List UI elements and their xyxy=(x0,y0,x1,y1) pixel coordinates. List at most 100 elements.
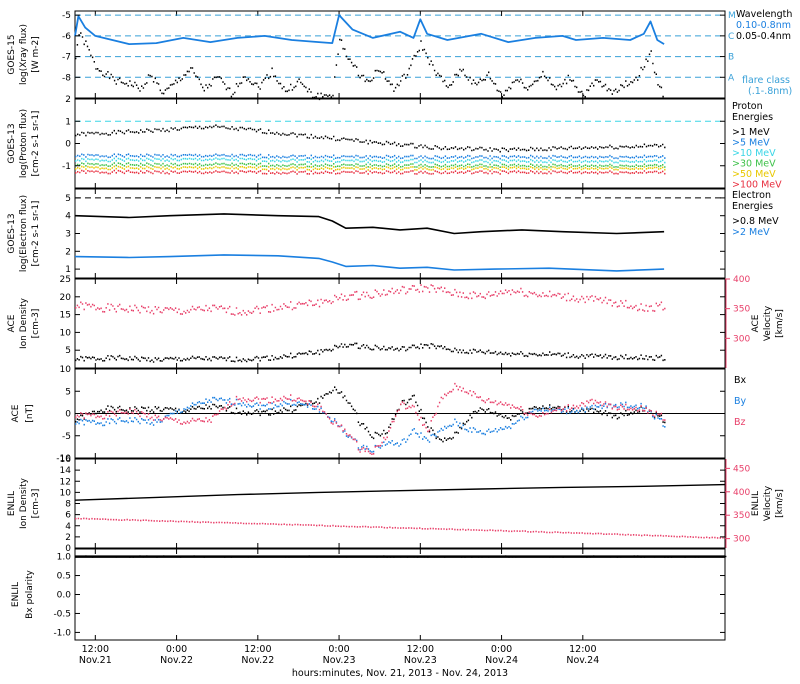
y-tick-label: 16 xyxy=(60,455,72,465)
y-axis-label: Ion Density xyxy=(19,297,29,349)
enlil-velocity-series xyxy=(75,517,724,539)
y2-tick-label: 400 xyxy=(733,488,750,498)
y-tick-label: 2 xyxy=(65,95,71,105)
x-axis-label: hours:minutes, Nov. 21, 2013 - Nov. 24, … xyxy=(292,668,508,679)
legend-entry: >10 MeV xyxy=(732,148,776,159)
y-axis-label: [cm-3] xyxy=(31,489,41,519)
y-tick-label: 3 xyxy=(65,230,71,240)
panel-ace-mag: Bx By Bz xyxy=(75,375,747,455)
y2-tick-label: 300 xyxy=(733,334,750,344)
y-tick-label: 8 xyxy=(65,500,71,510)
y-tick-label: -5 xyxy=(62,432,71,442)
ace-velocity-series xyxy=(75,284,666,316)
x-tick-date: Nov.24 xyxy=(566,655,599,666)
y-tick-label: 5 xyxy=(65,387,71,397)
y2-tick-label: 400 xyxy=(733,275,750,285)
y-axis-label: GOES-13 xyxy=(7,213,17,253)
y-tick-label: 4 xyxy=(65,522,71,532)
panel-frame xyxy=(74,98,726,189)
x-tick-date: Nov.21 xyxy=(79,655,112,666)
legend-entry: >2 MeV xyxy=(732,227,770,238)
y-axis-label: [cm-2 s-1 sr-1] xyxy=(31,201,41,267)
xray-series-0.05-0.4nm xyxy=(75,32,666,101)
enlil-density-series xyxy=(74,483,726,501)
y-tick-label: 5 xyxy=(65,346,71,356)
y-tick-label: 0.0 xyxy=(57,591,72,601)
y-axis-label: [W m-2] xyxy=(31,36,41,73)
y-axis-label: [nT] xyxy=(25,404,35,422)
x-tick-date: Nov.22 xyxy=(241,655,274,666)
panel-ace-plasma: 300 350 400 ACE Velocity [km/s] xyxy=(75,275,785,368)
y2-tick-label: 450 xyxy=(733,464,750,474)
y-tick-label: -7 xyxy=(62,53,71,63)
legend-entry: Bz xyxy=(734,417,746,428)
panel-frame xyxy=(74,278,726,369)
legend-title: Energies xyxy=(732,201,773,212)
y-tick-label: 6 xyxy=(65,511,71,521)
legend-entry: By xyxy=(734,396,747,407)
x-tick-time: 0:00 xyxy=(491,644,512,655)
y2-axis-label: [km/s] xyxy=(775,309,785,338)
y-tick-label: 15 xyxy=(60,311,71,321)
y2-tick-label: 350 xyxy=(733,305,750,315)
y-axis-label: ENLIL xyxy=(7,491,17,516)
y-tick-label: -10 xyxy=(56,454,71,464)
y-tick-label: -5 xyxy=(62,11,71,21)
panel-enlil-plasma: 300 350 400 450 ENLIL Velocity [km/s] xyxy=(74,459,785,548)
y2-axis-label: Velocity xyxy=(763,485,773,521)
legend-title: Proton xyxy=(732,101,763,112)
proton-series xyxy=(75,153,666,160)
y2-tick-label: 350 xyxy=(733,511,750,521)
x-tick-date: Nov.22 xyxy=(160,655,193,666)
x-tick-time: 12:00 xyxy=(407,644,434,655)
y-axis-label: GOES-13 xyxy=(7,123,17,163)
legend-entry: >100 MeV xyxy=(732,180,782,191)
y-tick-label: 25 xyxy=(60,275,71,285)
ace-density-series xyxy=(75,342,666,363)
x-tick-time: 0:00 xyxy=(166,644,187,655)
panel-enlil-polarity xyxy=(75,555,727,558)
legend-footer: (.1-.8nm) xyxy=(748,86,792,97)
y-tick-label: 4 xyxy=(65,212,71,222)
y2-axis-label: Velocity xyxy=(763,305,773,341)
y-tick-label: -8 xyxy=(62,73,71,83)
y-tick-label: 0 xyxy=(65,140,71,150)
y-tick-label: 0 xyxy=(65,410,71,420)
legend-title: Energies xyxy=(732,112,773,123)
proton-series xyxy=(75,169,666,175)
y-tick-label: 2 xyxy=(65,247,71,257)
y-axis-label: Ion Density xyxy=(19,477,29,529)
y-tick-label: 1 xyxy=(65,265,71,275)
flare-class-label: A xyxy=(728,73,735,83)
x-tick-time: 12:00 xyxy=(244,644,271,655)
y-tick-label: 14 xyxy=(60,466,72,476)
legend-title: Electron xyxy=(732,190,771,201)
y-tick-label: -1.0 xyxy=(53,628,71,638)
y2-axis-label: ENLIL xyxy=(751,491,761,516)
y-tick-label: 0.5 xyxy=(57,572,71,582)
x-tick-date: Nov.23 xyxy=(404,655,437,666)
y-tick-label: 10 xyxy=(60,328,72,338)
flare-class-label: B xyxy=(728,53,734,63)
electron-series-2MeV xyxy=(74,254,665,272)
panel-frame xyxy=(74,10,726,99)
x-tick-time: 12:00 xyxy=(569,644,596,655)
y2-axis-label: ACE xyxy=(751,314,761,332)
y-tick-label: 1.0 xyxy=(57,553,72,563)
legend-entry: >0.8 MeV xyxy=(732,216,779,227)
proton-series xyxy=(75,157,666,164)
x-tick-date: Nov.23 xyxy=(323,655,356,666)
x-tick-time: 12:00 xyxy=(82,644,109,655)
y-tick-label: 10 xyxy=(60,488,72,498)
legend-title: Wavelength xyxy=(736,9,792,20)
y-axis-label: Bx polarity xyxy=(25,570,35,619)
y-tick-label: 5 xyxy=(65,194,71,204)
legend-entry: Bx xyxy=(734,375,747,386)
y-tick-label: 10 xyxy=(60,365,72,375)
y-tick-label: 2 xyxy=(65,533,71,543)
panel-frame xyxy=(74,548,726,641)
